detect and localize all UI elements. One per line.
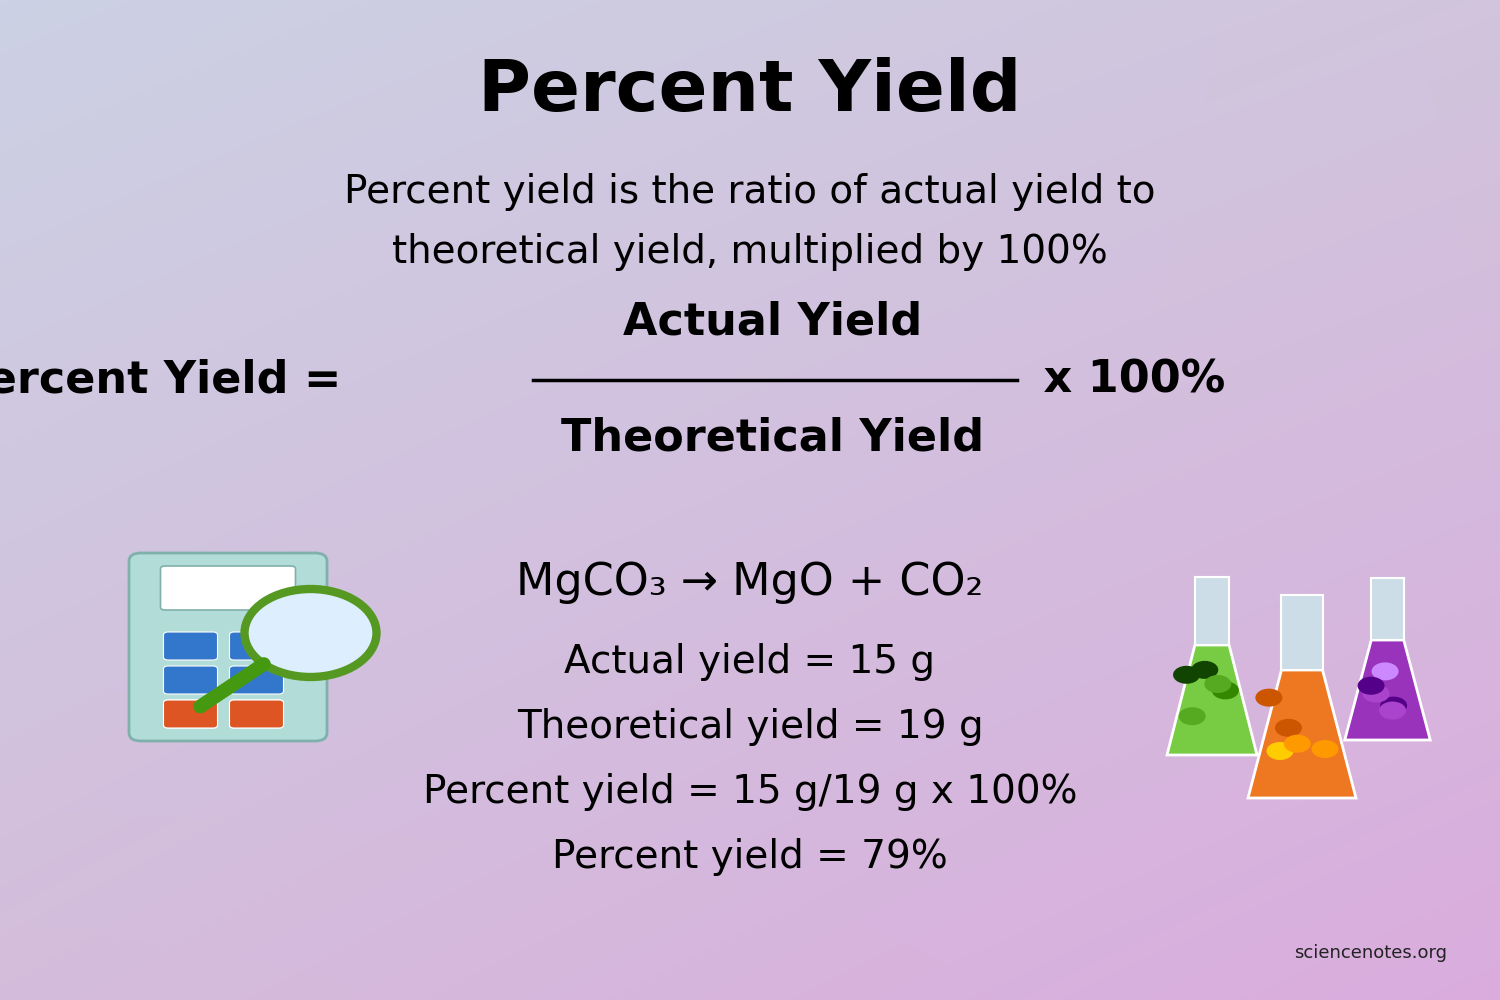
FancyBboxPatch shape [164,700,218,728]
Text: Percent Yield =: Percent Yield = [0,359,357,401]
Text: Theoretical yield = 19 g: Theoretical yield = 19 g [516,708,984,746]
Bar [1371,578,1404,640]
Circle shape [1311,740,1338,758]
Text: Percent yield = 79%: Percent yield = 79% [552,838,948,876]
Polygon shape [1167,645,1257,755]
Text: sciencenotes.org: sciencenotes.org [1294,944,1448,962]
Text: Percent Yield: Percent Yield [478,57,1022,126]
Text: Actual Yield: Actual Yield [622,300,922,344]
FancyBboxPatch shape [164,632,218,660]
Circle shape [1256,689,1282,707]
Circle shape [1358,677,1384,695]
FancyBboxPatch shape [129,553,327,741]
FancyBboxPatch shape [230,632,284,660]
Circle shape [1266,742,1293,760]
Circle shape [1191,661,1218,679]
FancyBboxPatch shape [230,666,284,694]
Text: x 100%: x 100% [1028,359,1224,401]
Circle shape [1371,662,1398,680]
Circle shape [1173,666,1200,684]
Circle shape [1212,681,1239,699]
Circle shape [1380,697,1407,715]
Circle shape [1179,707,1206,725]
Bar [1196,577,1228,645]
FancyBboxPatch shape [230,700,284,728]
Text: Actual yield = 15 g: Actual yield = 15 g [564,643,936,681]
Polygon shape [1248,670,1356,798]
FancyBboxPatch shape [230,700,284,728]
Text: MgCO₃ → MgO + CO₂: MgCO₃ → MgO + CO₂ [516,560,984,603]
FancyBboxPatch shape [164,700,218,728]
Circle shape [1378,702,1406,720]
Bar [1281,595,1323,670]
Circle shape [244,589,376,677]
Circle shape [1362,685,1389,703]
Text: theoretical yield, multiplied by 100%: theoretical yield, multiplied by 100% [392,233,1108,271]
Polygon shape [1344,640,1431,740]
Text: Percent yield is the ratio of actual yield to: Percent yield is the ratio of actual yie… [344,173,1155,211]
Text: Percent yield = 15 g/19 g x 100%: Percent yield = 15 g/19 g x 100% [423,773,1077,811]
FancyBboxPatch shape [164,666,218,694]
Circle shape [1204,675,1231,693]
FancyBboxPatch shape [160,566,296,610]
Circle shape [1275,719,1302,737]
Circle shape [1284,735,1311,753]
Text: Theoretical Yield: Theoretical Yield [561,416,984,460]
